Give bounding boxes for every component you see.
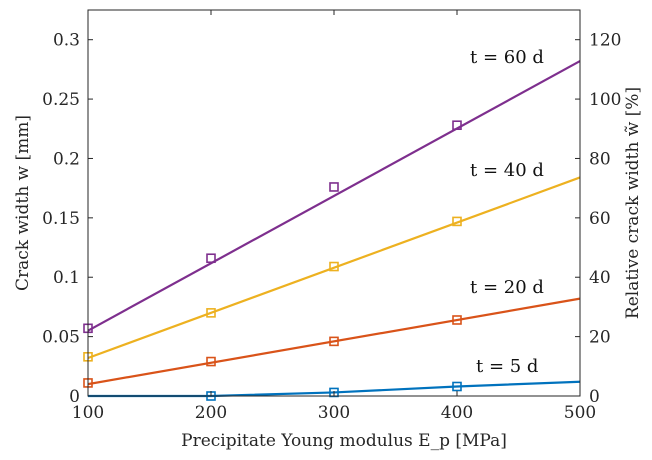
series-label: t = 5 d xyxy=(476,356,538,377)
series-label: t = 20 d xyxy=(470,277,544,298)
y-right-tick-label: 60 xyxy=(589,209,611,229)
y-tick-label: 0.2 xyxy=(53,149,80,169)
y-tick-label: 0 xyxy=(69,387,80,407)
y-right-tick-label: 80 xyxy=(589,149,611,169)
y-tick-label: 0.1 xyxy=(53,268,80,288)
series-marker xyxy=(206,253,216,264)
y-tick-label: 0.15 xyxy=(42,209,80,229)
y-right-tick-label: 120 xyxy=(589,31,621,51)
series-marker xyxy=(206,308,216,318)
chart-marks: t = 60 d t = 40 d t = 20 d t = 5 d xyxy=(83,47,581,401)
series-marker xyxy=(452,315,462,325)
y-right-tick-label: 0 xyxy=(589,387,600,407)
y-right-tick-label: 100 xyxy=(589,90,621,110)
x-tick-label: 400 xyxy=(441,403,473,423)
series-marker xyxy=(206,356,216,367)
chart-axes: 100 200 300 400 50000.050.10.150.20.250.3020… xyxy=(13,9,643,451)
x-tick-label: 500 xyxy=(564,403,596,423)
series-marker xyxy=(329,182,339,192)
y-right-tick-label: 40 xyxy=(589,268,611,288)
y-right-tick-label: 20 xyxy=(589,328,611,348)
y-tick-label: 0.05 xyxy=(42,328,80,348)
series-line xyxy=(87,176,581,360)
y-axis-label: Crack width w [mm] xyxy=(13,115,33,291)
x-tick-label: 300 xyxy=(318,403,350,423)
series-line xyxy=(87,60,581,332)
y-tick-label: 0.25 xyxy=(42,90,80,110)
series-line xyxy=(87,297,581,386)
series-label: t = 60 d xyxy=(470,47,544,68)
x-tick-label: 200 xyxy=(195,403,227,423)
series-marker xyxy=(452,120,462,131)
y-tick-label: 0.3 xyxy=(53,31,80,51)
series-marker xyxy=(329,336,339,347)
x-axis-label: Precipitate Young modulus E_p [MPa] xyxy=(181,431,507,451)
series-marker xyxy=(329,261,339,272)
x-tick-label: 100 xyxy=(72,403,104,423)
y-right-axis-label: Relative crack width w̃ [%] xyxy=(623,87,643,319)
series-label: t = 40 d xyxy=(470,160,544,181)
series-marker xyxy=(452,381,462,392)
series-marker xyxy=(452,216,462,227)
